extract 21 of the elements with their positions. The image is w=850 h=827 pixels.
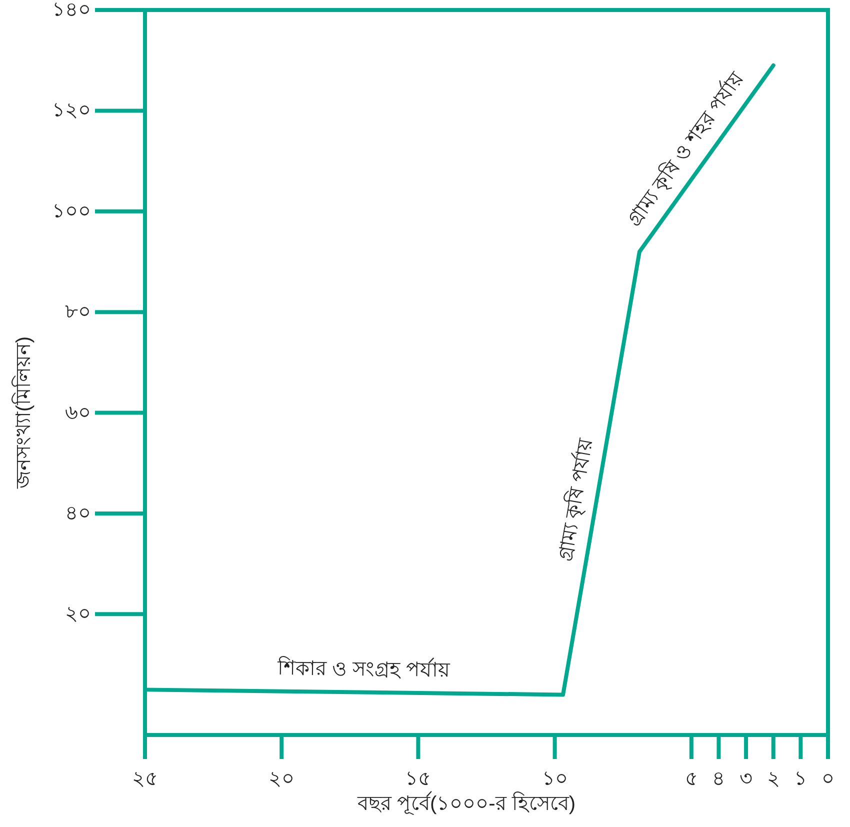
annotation: গ্রাম্য কৃষি পর্যায় [552,436,598,564]
y-tick-label: ৬০ [65,402,91,424]
x-tick-label: ৫ [684,768,698,790]
x-tick-label: ২০ [268,768,295,790]
x-tick-label: ২৫ [132,768,158,790]
y-tick-label: ১০০ [52,200,91,222]
x-tick-label: ১ [794,768,808,790]
x-tick-label: ৩ [740,768,753,790]
y-tick-label: ৮০ [65,301,91,324]
x-tick-label: ১০ [542,768,568,790]
y-tick-label: ২০ [65,603,91,626]
x-axis-title: বছর পূর্বে(১০০০-র হিসেবে) [356,791,576,815]
y-tick-label: ১৪০ [52,0,91,21]
y-tick-label: ১২০ [52,100,91,122]
x-tick-label: ৪ [712,768,726,790]
annotation: শিকার ও সংগ্রহ পর্যায় [276,656,452,682]
x-tick-label: ২ [766,768,780,790]
y-tick-label: ৪০ [65,502,91,524]
x-tick-label: ০ [822,768,834,790]
x-tick-label: ১৫ [405,768,432,790]
y-axis-title: জনসংখ্যা(মিলিয়ন) [12,336,35,490]
